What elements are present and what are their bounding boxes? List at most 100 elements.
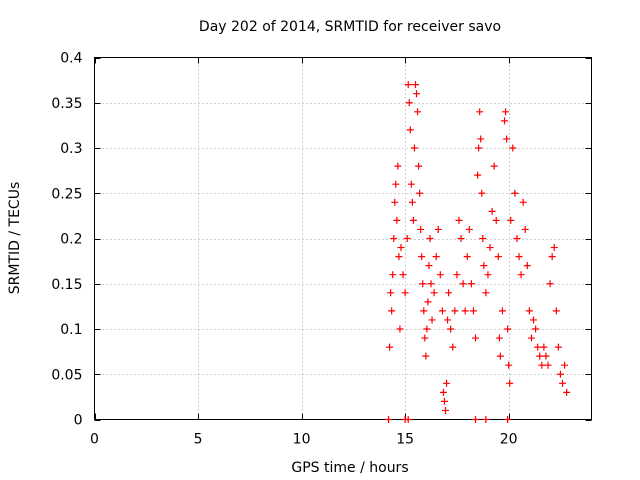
y-tick-label: 0.3 xyxy=(60,141,82,157)
data-point xyxy=(428,316,436,324)
data-point xyxy=(444,316,452,324)
data-point xyxy=(482,416,490,423)
data-point xyxy=(502,108,510,116)
data-point xyxy=(455,216,463,224)
data-point xyxy=(488,207,496,215)
data-point xyxy=(453,271,461,279)
data-point xyxy=(414,108,422,116)
y-tick-label: 0.25 xyxy=(51,186,82,202)
data-point xyxy=(544,361,552,369)
data-point xyxy=(484,271,492,279)
data-point xyxy=(427,280,435,288)
data-point xyxy=(495,334,503,342)
data-point xyxy=(434,225,442,233)
data-point xyxy=(393,216,401,224)
data-point xyxy=(478,189,486,197)
data-point xyxy=(389,271,397,279)
y-axis-label: SRMTID / TECUs xyxy=(7,182,23,295)
data-point xyxy=(451,307,459,315)
chart-title: Day 202 of 2014, SRMTID for receiver sav… xyxy=(199,19,501,35)
data-point xyxy=(486,244,494,252)
data-point xyxy=(439,388,447,396)
data-point xyxy=(411,81,419,89)
grid-lines xyxy=(94,57,592,420)
data-point xyxy=(532,325,540,333)
data-point xyxy=(506,379,514,387)
data-point xyxy=(442,406,450,414)
data-point xyxy=(479,235,487,242)
x-axis-label: GPS time / hours xyxy=(291,460,408,476)
y-tick-label: 0.15 xyxy=(51,277,82,293)
data-point xyxy=(527,334,535,342)
data-points xyxy=(385,81,571,423)
data-point xyxy=(420,307,428,315)
x-tick-label: 10 xyxy=(293,432,311,448)
data-point xyxy=(403,235,411,242)
data-point xyxy=(445,289,453,297)
y-tick-label: 0.2 xyxy=(60,232,82,248)
data-point xyxy=(419,280,427,288)
data-point xyxy=(457,235,465,242)
data-point xyxy=(417,225,425,233)
data-point xyxy=(469,307,477,315)
y-tick-label: 0.35 xyxy=(51,96,82,112)
data-point xyxy=(477,135,485,143)
data-point xyxy=(416,189,424,197)
data-point xyxy=(556,370,564,378)
data-point xyxy=(408,198,416,206)
data-point xyxy=(395,253,403,261)
x-tick-label: 15 xyxy=(396,432,414,448)
y-tick-labels: 0 0.05 0.1 0.15 0.2 0.25 0.3 0.35 0.4 xyxy=(51,51,82,429)
data-point xyxy=(563,388,571,396)
data-point xyxy=(440,397,448,405)
data-point xyxy=(546,280,554,288)
x-tick-label: 0 xyxy=(90,432,99,448)
data-point xyxy=(503,135,511,143)
data-point xyxy=(438,307,446,315)
y-tick-label: 0.1 xyxy=(60,322,82,338)
data-point xyxy=(498,307,506,315)
data-point xyxy=(494,253,502,261)
data-point xyxy=(424,298,432,306)
data-point xyxy=(490,162,498,170)
data-point xyxy=(401,289,409,297)
data-point xyxy=(511,189,519,197)
data-point xyxy=(517,271,525,279)
data-point xyxy=(465,225,473,233)
data-point xyxy=(474,171,482,179)
data-point xyxy=(388,307,396,315)
y-tick-label: 0 xyxy=(74,413,83,429)
plot-frame xyxy=(94,57,592,420)
data-point xyxy=(492,216,500,224)
data-point xyxy=(410,144,418,152)
data-point xyxy=(554,343,562,351)
data-point xyxy=(415,162,423,170)
data-point xyxy=(540,343,548,351)
data-point xyxy=(504,325,512,333)
data-point xyxy=(536,352,544,360)
data-point xyxy=(542,352,550,360)
data-point xyxy=(391,198,399,206)
data-point xyxy=(561,361,569,369)
data-point xyxy=(430,289,438,297)
data-point xyxy=(432,253,440,261)
data-point xyxy=(443,379,451,387)
data-point xyxy=(459,280,467,288)
data-point xyxy=(523,262,531,270)
data-point xyxy=(422,352,430,360)
data-point xyxy=(525,307,533,315)
data-point xyxy=(436,271,444,279)
data-point xyxy=(461,307,469,315)
data-point xyxy=(559,379,567,387)
data-point xyxy=(409,216,417,224)
data-point xyxy=(472,416,480,423)
data-point xyxy=(390,235,398,242)
data-point xyxy=(534,343,542,351)
data-point xyxy=(404,416,412,423)
data-point xyxy=(449,343,457,351)
data-point xyxy=(482,289,490,297)
data-point xyxy=(513,235,521,242)
data-point xyxy=(421,334,429,342)
data-point xyxy=(394,162,402,170)
data-point xyxy=(385,416,393,423)
